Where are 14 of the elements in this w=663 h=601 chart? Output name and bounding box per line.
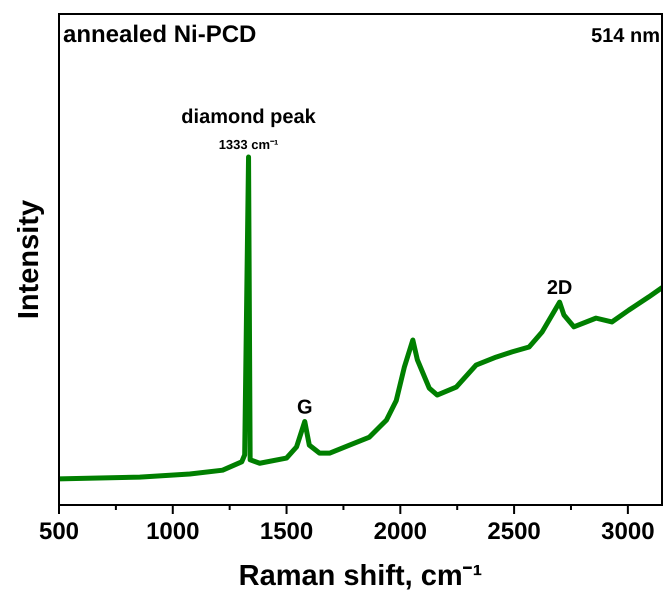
x-tick-label: 1000 <box>146 518 200 545</box>
text: annealed Ni-PCD <box>63 21 256 48</box>
text: 514 nm <box>591 25 660 47</box>
x-axis-title: Raman shift, cm⁻¹ <box>238 560 482 592</box>
x-tick-label: 2000 <box>374 518 428 545</box>
x-tick-label: 3000 <box>601 518 655 545</box>
annotation: 1333 cm⁻¹ <box>218 137 278 152</box>
annotation: 2D <box>546 277 572 300</box>
y-axis-title: Intensity <box>13 200 45 320</box>
annotation: diamond peak <box>181 106 317 128</box>
x-tick-label: 500 <box>38 518 80 545</box>
x-tick-label: 1500 <box>260 518 314 545</box>
annotation: G <box>296 396 313 418</box>
x-tick-label: 2500 <box>487 518 541 545</box>
